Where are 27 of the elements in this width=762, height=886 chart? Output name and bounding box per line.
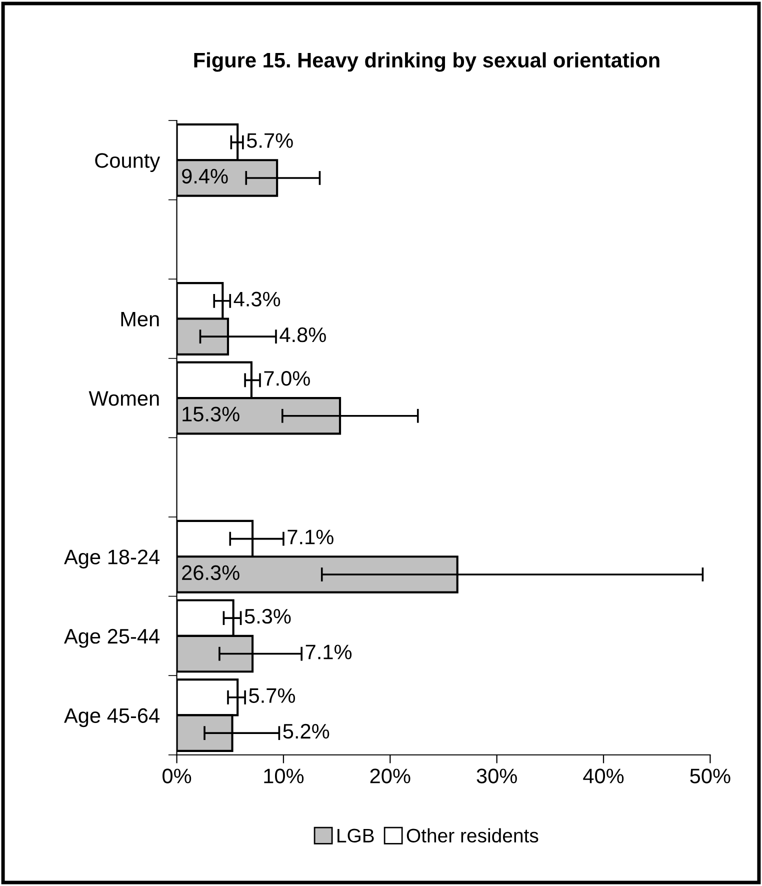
data-label: 4.8% xyxy=(280,327,326,342)
data-label: 5.7% xyxy=(249,688,296,703)
y-tick-label: County xyxy=(95,153,160,172)
chart-title: Figure 15. Heavy drinking by sexual orientation xyxy=(194,52,660,72)
x-tick-label: 0% xyxy=(162,768,192,784)
data-label: 7.1% xyxy=(288,530,334,544)
legend-label: Other residents xyxy=(406,828,538,843)
y-tick-label: Age 25-44 xyxy=(64,628,160,648)
data-label: 5.2% xyxy=(283,724,330,739)
data-label: 15.3% xyxy=(182,406,240,422)
x-tick-label: 40% xyxy=(583,768,624,784)
x-tick-label: 50% xyxy=(690,768,730,784)
x-tick-label: 30% xyxy=(476,768,517,784)
data-label: 26.3% xyxy=(182,565,240,580)
x-tick-label: 10% xyxy=(264,768,304,784)
data-label: 9.4% xyxy=(182,168,228,184)
x-tick-label: 20% xyxy=(370,768,410,784)
data-label: 4.3% xyxy=(234,292,280,306)
data-label: 7.1% xyxy=(306,644,352,660)
legend-label: LGB xyxy=(338,828,374,843)
data-label: 5.7% xyxy=(246,133,293,148)
y-tick-label: Age 45-64 xyxy=(64,708,160,728)
y-tick-label: Women xyxy=(88,391,159,406)
data-label: 5.3% xyxy=(244,608,291,624)
y-tick-label: Age 18-24 xyxy=(64,550,160,568)
y-tick-label: Men xyxy=(121,312,159,326)
data-label: 7.0% xyxy=(264,371,310,386)
